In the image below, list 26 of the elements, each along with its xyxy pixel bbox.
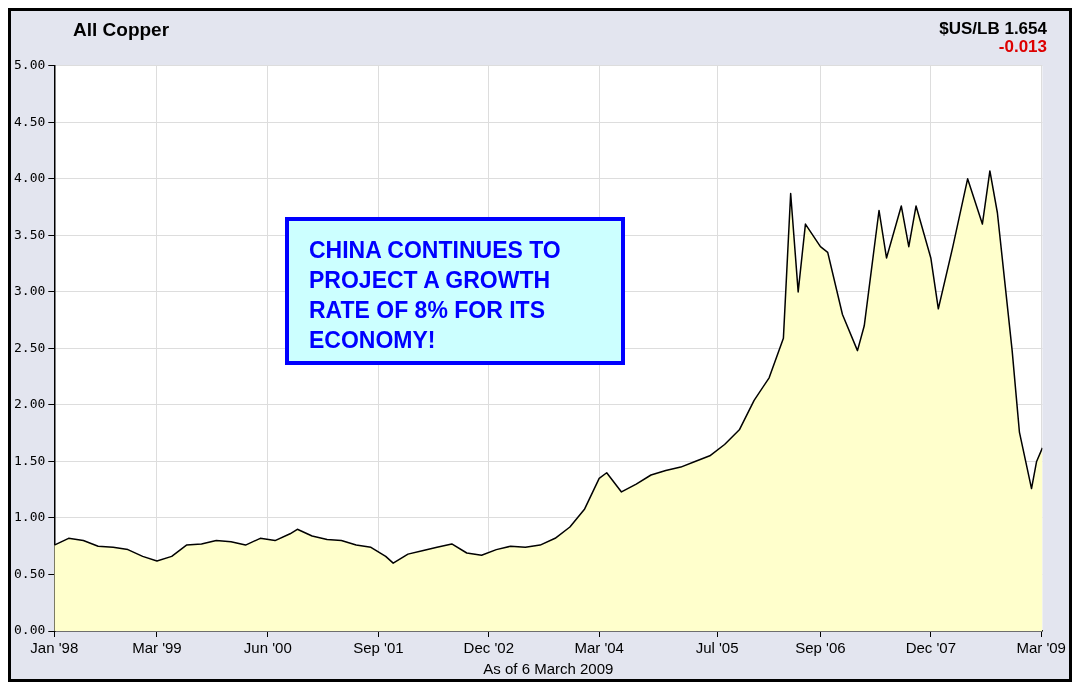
x-axis-title: As of 6 March 2009	[483, 660, 614, 678]
y-tick-label: 0.00	[13, 622, 46, 638]
y-tick-label: 2.00	[13, 396, 46, 412]
chart-title: All Copper	[73, 19, 170, 41]
x-tick-label: Dec '02	[463, 639, 515, 657]
text: $US/LB 1.654	[939, 19, 1047, 39]
y-tick-label: 4.50	[13, 113, 46, 129]
y-tick-label: 1.00	[13, 509, 46, 525]
y-tick-label: 1.50	[13, 452, 46, 468]
y-tick-label: 2.50	[13, 339, 46, 355]
text: -0.013	[998, 37, 1047, 57]
callout-box: CHINA CONTINUES TO PROJECT A GROWTH RATE OF 8% FOR ITS ECONOMY!	[285, 217, 625, 365]
y-tick-label: 3.00	[13, 283, 46, 299]
x-tick-label: Sep '01	[353, 639, 404, 657]
y-tick-label: 4.00	[13, 170, 46, 186]
x-tick-label: Jun '00	[243, 639, 292, 657]
x-tick-label: Mar '99	[132, 639, 182, 657]
x-tick-label: Sep '06	[795, 639, 846, 657]
x-tick-label: Mar '04	[574, 639, 624, 657]
y-tick-label: 3.50	[13, 226, 46, 242]
x-tick-label: Dec '07	[905, 639, 957, 657]
y-tick-label: 5.00	[13, 57, 46, 73]
x-tick-label: Jan '98	[30, 639, 79, 657]
y-tick-label: 0.50	[13, 565, 46, 581]
x-tick-label: Jul '05	[695, 639, 739, 657]
x-tick-label: Mar '09	[1016, 639, 1066, 657]
